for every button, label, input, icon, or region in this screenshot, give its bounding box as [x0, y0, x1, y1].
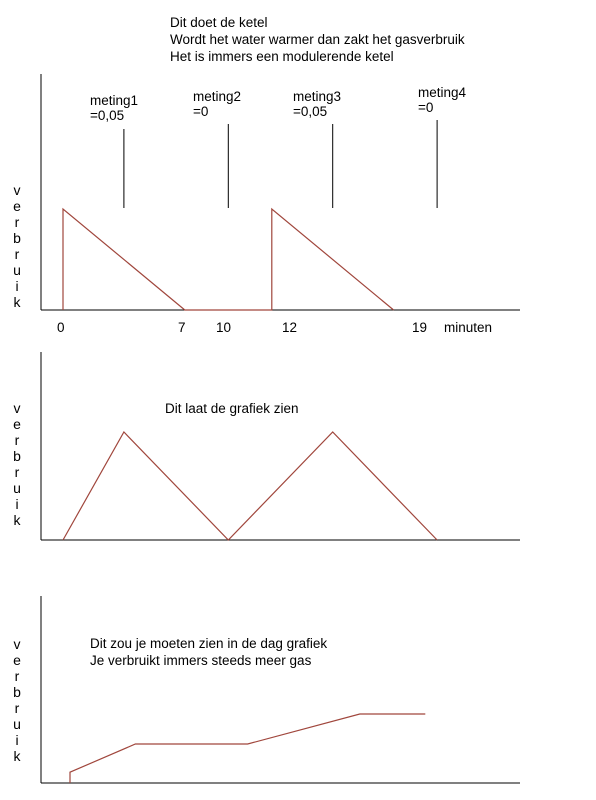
y-axis-letter: v: [13, 636, 21, 652]
y-axis-letter: i: [15, 732, 19, 748]
series-lines: [62, 207, 438, 783]
chart3-annotation-2: Je verbruikt immers steeds meer gas: [90, 653, 312, 668]
y-axis-letter: b: [13, 448, 21, 464]
series-line-chart-2: [62, 431, 438, 541]
meting4-label: meting4: [418, 85, 467, 100]
meting3-value: =0,05: [293, 104, 328, 119]
chart3-annotation-1: Dit zou je moeten zien in de dag grafiek: [90, 636, 328, 651]
y-axis-letter: v: [13, 400, 21, 416]
meting1-label: meting1: [90, 93, 139, 108]
y-axis-letter: i: [15, 278, 19, 294]
header-line-2: Wordt het water warmer dan zakt het gasv…: [170, 32, 465, 47]
header-line-3: Het is immers een modulerende ketel: [170, 49, 394, 64]
y-axis-letter: r: [14, 214, 20, 230]
y-axis-letter: r: [14, 432, 20, 448]
x-axis-title: minuten: [444, 320, 493, 335]
y-axis-letter: u: [13, 716, 21, 732]
meting1-value: =0,05: [90, 108, 125, 123]
meting4-value: =0: [418, 100, 434, 115]
chart2-annotation: Dit laat de grafiek zien: [165, 401, 299, 416]
y-axis-letter: u: [13, 262, 21, 278]
meting2-label: meting2: [193, 89, 242, 104]
axes: [40, 74, 520, 784]
y-axis-letter: k: [13, 748, 21, 764]
meting2-value: =0: [193, 104, 209, 119]
y-axis-letter: i: [15, 496, 19, 512]
x-tick-label: 10: [216, 320, 232, 335]
series-line-chart-3: [69, 713, 426, 783]
y-axis-letter: k: [13, 512, 21, 528]
meting3-label: meting3: [293, 89, 342, 104]
y-axis-letter: b: [13, 230, 21, 246]
x-tick-label: 7: [178, 320, 186, 335]
x-tick-label: 12: [282, 320, 298, 335]
y-axis-letter: e: [13, 652, 21, 668]
y-axis-letter: k: [13, 294, 21, 310]
x-tick-label: 0: [57, 320, 65, 335]
measurement-markers: [123, 120, 438, 208]
y-axis-letter: u: [13, 480, 21, 496]
y-axis-letter: r: [14, 246, 20, 262]
y-axis-letter: v: [13, 182, 21, 198]
y-axis-letter: b: [13, 684, 21, 700]
y-axis-letter: e: [13, 416, 21, 432]
header-line-1: Dit doet de ketel: [170, 15, 268, 30]
y-axis-letter: r: [14, 668, 20, 684]
y-axis-letter: r: [14, 464, 20, 480]
x-tick-label: 19: [412, 320, 428, 335]
y-axis-letter: e: [13, 198, 21, 214]
series-line-chart-1: [62, 207, 394, 311]
y-axis-letter: r: [14, 700, 20, 716]
